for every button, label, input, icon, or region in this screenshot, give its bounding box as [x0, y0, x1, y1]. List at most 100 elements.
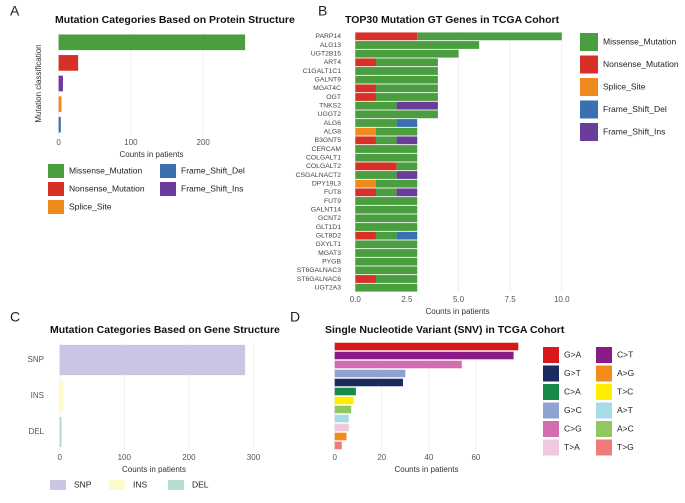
bar	[334, 351, 514, 360]
bar	[334, 360, 462, 369]
legend-label: C>G	[564, 423, 582, 433]
bar-segment	[355, 214, 418, 223]
y-tick-label: GALNT9	[315, 76, 342, 83]
bar-segment	[375, 93, 438, 101]
chart-title: Mutation Categories Based on Gene Struct…	[50, 324, 280, 336]
legend-key	[543, 439, 559, 456]
y-tick-label: ALG8	[324, 128, 342, 135]
bar-segment	[375, 127, 418, 136]
bar-segment	[375, 179, 418, 188]
bar-segment	[355, 283, 418, 292]
bar	[58, 96, 62, 112]
y-tick-label: ST6GALNAC6	[297, 276, 341, 283]
bar-segment	[355, 93, 376, 101]
bar-segment	[355, 49, 459, 58]
bar	[334, 342, 519, 351]
bar-segment	[396, 136, 418, 145]
bar-segment	[355, 58, 376, 67]
legend-label: Nonsense_Mutation	[603, 59, 679, 69]
legend-label: DEL	[192, 479, 209, 489]
legend-label: G>A	[564, 349, 582, 359]
bar-segment	[355, 266, 418, 275]
bar-segment	[396, 231, 418, 240]
bar-segment	[396, 101, 438, 110]
bar	[59, 380, 64, 412]
legend-key	[580, 55, 598, 74]
y-tick-label: TNKS2	[319, 102, 341, 109]
legend-label: T>G	[617, 442, 634, 452]
x-tick-label: 200	[197, 138, 211, 147]
legend-key	[596, 384, 612, 400]
legend-key	[48, 164, 64, 178]
legend-key	[168, 480, 184, 490]
legend-label: Frame_Shift_Del	[181, 165, 245, 175]
legend-label: Missense_Mutation	[69, 165, 143, 175]
y-tick-label: PYGB	[322, 258, 341, 265]
bar-segment	[355, 197, 418, 205]
legend-label: SNP	[74, 479, 92, 489]
bar-segment	[355, 67, 438, 75]
bar-segment	[355, 188, 376, 197]
legend-label: A>G	[617, 368, 634, 378]
legend-key	[580, 33, 598, 51]
bar-segment	[355, 75, 438, 84]
y-tick-label: FUT8	[324, 189, 341, 196]
bar-segment	[375, 231, 397, 240]
legend-key	[580, 78, 598, 96]
bar	[59, 344, 246, 376]
y-tick-label: UGGT2	[318, 111, 342, 118]
legend-key	[596, 421, 612, 437]
y-tick-label: CSGALNACT2	[296, 172, 342, 179]
bar-segment	[355, 41, 480, 49]
y-tick-label: CERCAM	[312, 146, 342, 153]
y-tick-label: ST6GALNAC3	[297, 267, 341, 274]
x-tick-label: 7.5	[505, 295, 517, 304]
legend-label: Frame_Shift_Del	[603, 104, 667, 114]
bar-segment	[355, 275, 376, 283]
x-tick-label: 20	[377, 453, 386, 462]
y-tick-label: GLT8D2	[316, 232, 341, 239]
bar-segment	[355, 153, 418, 162]
bar	[334, 387, 356, 396]
legend-key	[596, 402, 612, 419]
bar-segment	[396, 162, 418, 171]
legend-label: Splice_Site	[69, 201, 112, 211]
x-tick-label: 5.0	[453, 295, 465, 304]
bar-segment	[355, 84, 376, 93]
bar-segment	[355, 249, 418, 257]
panel-letter: C	[10, 309, 20, 325]
bar-segment	[355, 162, 397, 171]
bar-segment	[375, 58, 438, 67]
bar	[334, 441, 342, 450]
y-tick-label: COLGALT2	[306, 163, 341, 170]
legend-label: Missense_Mutation	[603, 36, 677, 46]
bar	[58, 55, 79, 71]
x-tick-label: 2.5	[401, 295, 413, 304]
bar-segment	[355, 145, 418, 153]
bar	[334, 369, 406, 378]
legend-key	[596, 365, 612, 382]
y-tick-label: MGAT4C	[313, 85, 341, 92]
y-tick-label: PARP14	[315, 33, 341, 40]
chart-title: TOP30 Mutation GT Genes in TCGA Cohort	[345, 14, 560, 26]
bar	[58, 116, 61, 133]
y-tick-label: ART4	[324, 59, 341, 66]
bar-segment	[375, 275, 418, 283]
bar-segment	[355, 136, 376, 145]
legend-key	[580, 123, 598, 141]
bar	[334, 405, 352, 414]
y-tick-label: DEL	[28, 427, 44, 436]
y-tick-label: OGT	[326, 94, 341, 101]
y-tick-label: GCNT2	[318, 215, 341, 222]
legend-key	[543, 384, 559, 400]
bar-segment	[355, 257, 418, 266]
legend-key	[596, 347, 612, 363]
y-tick-label: FUT9	[324, 198, 341, 205]
x-tick-label: 200	[182, 453, 196, 462]
y-tick-label: INS	[31, 391, 44, 400]
bar-segment	[396, 119, 418, 127]
x-tick-label: 100	[124, 138, 138, 147]
bar-segment	[375, 188, 397, 197]
chart-title: Mutation Categories Based on Protein Str…	[55, 14, 295, 26]
legend-label: Nonsense_Mutation	[69, 183, 145, 193]
